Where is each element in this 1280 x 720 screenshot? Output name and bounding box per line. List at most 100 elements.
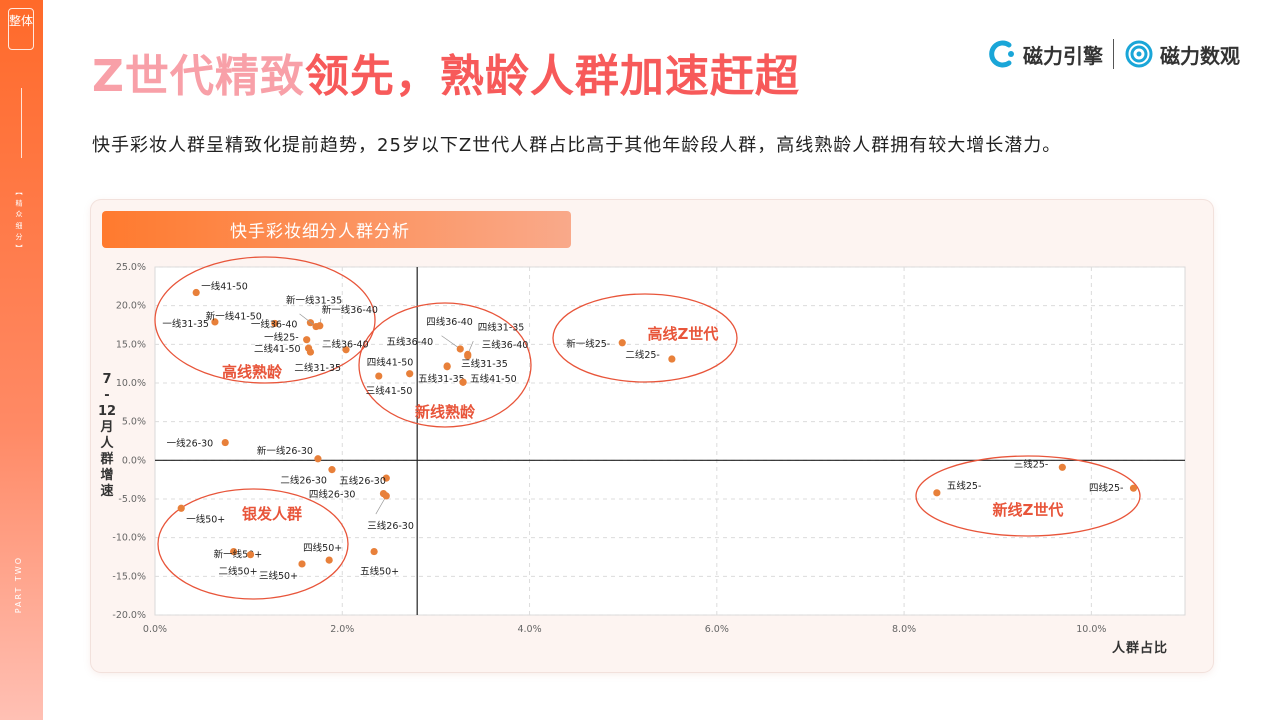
y-tick-label: -10.0% bbox=[112, 533, 146, 544]
point-label: 新一线50+ bbox=[214, 549, 263, 561]
data-point bbox=[303, 336, 311, 344]
title-part-2: 领先，熟龄人群加速赶超 bbox=[304, 51, 800, 102]
data-point bbox=[298, 560, 306, 568]
data-point bbox=[230, 547, 238, 556]
x-tick-label: 6.0% bbox=[705, 624, 729, 635]
data-point bbox=[464, 352, 472, 360]
section-tag: 整体 bbox=[8, 8, 34, 50]
group-ellipse bbox=[358, 302, 532, 428]
x-tick-label: 0.0% bbox=[143, 624, 167, 635]
group-ellipse bbox=[915, 455, 1141, 537]
data-point bbox=[382, 492, 390, 500]
y-tick-label: -15.0% bbox=[112, 571, 146, 582]
point-label: 三线50+ bbox=[259, 570, 298, 582]
y-axis-label: 7-12 月人群增速 bbox=[98, 372, 116, 500]
x-tick-label: 2.0% bbox=[330, 624, 354, 635]
point-label: 五线31-35 bbox=[418, 373, 465, 385]
point-label: 四线41-50 bbox=[367, 357, 414, 369]
data-point bbox=[459, 378, 467, 386]
y-tick-label: -5.0% bbox=[118, 494, 146, 505]
y-axis-label-char: 增 bbox=[100, 468, 114, 483]
plot-area bbox=[154, 266, 1186, 616]
data-point bbox=[618, 339, 626, 347]
y-tick-label: 25.0% bbox=[116, 262, 146, 273]
point-label: 一线26-30 bbox=[167, 438, 214, 450]
point-label: 一线50+ bbox=[186, 513, 225, 525]
x-tick-label: 4.0% bbox=[517, 624, 541, 635]
data-point bbox=[314, 455, 322, 463]
y-tick-label: 20.0% bbox=[116, 301, 146, 312]
brand-logos: 磁力引擎 磁力数观 bbox=[987, 36, 1240, 72]
cili-engine-icon bbox=[989, 40, 1014, 68]
title-part-1: Z世代精致 bbox=[92, 51, 305, 102]
y-tick-label: 10.0% bbox=[116, 378, 146, 389]
point-label: 新一线31-35 bbox=[286, 295, 342, 307]
data-point bbox=[192, 288, 200, 297]
point-label: 三线31-35 bbox=[461, 358, 508, 370]
y-axis-label-char: 月 bbox=[100, 420, 114, 435]
point-label: 二线26-30 bbox=[280, 475, 327, 487]
data-point bbox=[443, 363, 451, 371]
data-point bbox=[177, 504, 185, 512]
point-label: 五线50+ bbox=[360, 566, 399, 578]
point-label: 五线25- bbox=[947, 480, 982, 492]
chart-title: 快手彩妆细分人群分析 bbox=[102, 211, 571, 248]
x-tick-label: 8.0% bbox=[892, 624, 916, 635]
point-label: 四线36-40 bbox=[426, 316, 473, 328]
y-tick-label: 5.0% bbox=[122, 417, 146, 428]
sidebar-divider bbox=[21, 88, 22, 158]
data-point bbox=[668, 355, 676, 363]
point-label: 一线25- bbox=[264, 332, 299, 344]
point-label: 四线31-35 bbox=[478, 321, 525, 333]
data-point bbox=[271, 319, 279, 328]
logo2-text: 磁力数观 bbox=[1160, 43, 1240, 68]
label-leader bbox=[441, 335, 461, 350]
point-label: 二线25- bbox=[625, 349, 660, 361]
group-label: 高线Z世代 bbox=[648, 325, 719, 343]
point-label: 新一线36-40 bbox=[322, 304, 378, 316]
y-tick-label: 15.0% bbox=[116, 339, 146, 350]
group-ellipse bbox=[157, 488, 349, 600]
y-axis-label-char: - bbox=[104, 388, 110, 403]
point-label: 五线41-50 bbox=[470, 373, 517, 385]
group-label: 银发人群 bbox=[242, 505, 302, 523]
point-label: 二线41-50 bbox=[254, 343, 301, 355]
data-point bbox=[406, 370, 414, 378]
point-label: 四线25- bbox=[1089, 482, 1124, 494]
point-label: 四线26-30 bbox=[309, 489, 356, 501]
point-label: 一线31-35 bbox=[162, 318, 209, 330]
page-title: Z世代精致领先，熟龄人群加速赶超 bbox=[92, 40, 800, 104]
logo-cili-engine: 磁力引擎 bbox=[987, 39, 1103, 69]
y-tick-label: -20.0% bbox=[112, 610, 146, 621]
y-axis-label-char: 人 bbox=[100, 436, 114, 451]
data-point bbox=[316, 322, 324, 330]
data-point bbox=[211, 318, 219, 326]
data-point bbox=[382, 474, 390, 482]
logo-cili-data: 磁力数观 bbox=[1124, 39, 1240, 69]
point-label: 五线26-30 bbox=[339, 475, 386, 487]
data-point bbox=[1058, 463, 1066, 471]
data-point bbox=[328, 466, 336, 474]
group-ellipse bbox=[154, 256, 376, 384]
data-point bbox=[325, 556, 333, 564]
point-label: 五线36-40 bbox=[387, 336, 434, 348]
section-label: 【 精 众 细 分 】 bbox=[15, 188, 23, 253]
group-label: 高线熟龄 bbox=[222, 363, 283, 381]
y-axis-label-char: 速 bbox=[100, 484, 114, 499]
data-point bbox=[342, 346, 350, 354]
y-axis-label-char: 12 bbox=[98, 404, 117, 419]
y-axis-label-char: 群 bbox=[100, 452, 114, 467]
group-ellipse bbox=[552, 293, 738, 383]
logo-divider bbox=[1113, 39, 1114, 69]
group-label: 新线熟龄 bbox=[415, 403, 476, 421]
point-label: 二线50+ bbox=[219, 566, 258, 578]
point-label: 三线36-40 bbox=[482, 339, 529, 351]
data-point bbox=[221, 438, 229, 447]
point-label: 新一线41-50 bbox=[206, 310, 262, 322]
data-point bbox=[370, 547, 378, 556]
data-point bbox=[375, 372, 383, 380]
data-point bbox=[456, 345, 464, 353]
data-point bbox=[306, 348, 315, 356]
data-point bbox=[246, 551, 255, 559]
